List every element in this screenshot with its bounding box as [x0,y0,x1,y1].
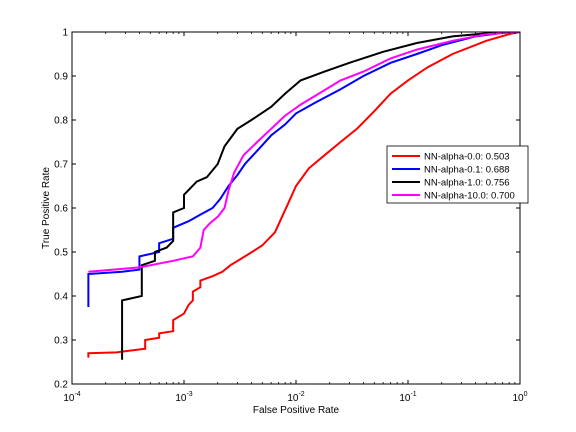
x-tick-label-1: 10-3 [175,391,192,404]
y-tick-label-5: 0.7 [54,160,68,171]
series-line-3 [121,32,520,360]
x-tick-label-4: 100 [512,391,527,404]
series-line-4 [88,32,520,273]
y-tick-label-0: 0.2 [54,380,68,391]
x-axis-label: False Positive Rate [253,405,340,416]
legend-label-4: NN-alpha-10.0: 0.700 [424,191,515,202]
y-tick-label-6: 0.8 [54,116,68,127]
legend-label-1: NN-alpha-0.0: 0.503 [424,152,510,163]
y-tick-label-8: 1 [62,28,68,39]
x-tick-label-0: 10-4 [63,391,80,404]
y-tick-label-2: 0.4 [54,292,68,303]
series-line-2 [87,32,520,307]
y-tick-label-4: 0.6 [54,204,68,215]
series-layer [87,32,520,360]
y-tick-label-3: 0.5 [54,248,68,259]
x-tick-label-3: 10-1 [399,391,416,404]
y-axis-label: True Positive Rate [41,167,52,249]
x-tick-label-2: 10-2 [287,391,304,404]
series-line-1 [87,32,520,358]
y-tick-label-1: 0.3 [54,336,68,347]
legend: NN-alpha-0.0: 0.503 NN-alpha-0.1: 0.688 NN… [386,145,529,204]
axes-box [72,32,520,384]
legend-label-3: NN-alpha-1.0: 0.756 [424,178,510,189]
ticks-layer: 10-4 10-3 10-2 10-1 100 0.2 0.3 0.4 0.5 0.6 0.7 0.8… [54,28,528,405]
plot-area: 10-4 10-3 10-2 10-1 100 0.2 0.3 0.4 0.5 0.6 0.7 0.8… [54,28,528,405]
y-tick-label-7: 0.9 [54,72,68,83]
legend-label-2: NN-alpha-0.1: 0.688 [424,165,510,176]
legend-entries: NN-alpha-0.0: 0.503 NN-alpha-0.1: 0.688 NN… [392,152,515,202]
